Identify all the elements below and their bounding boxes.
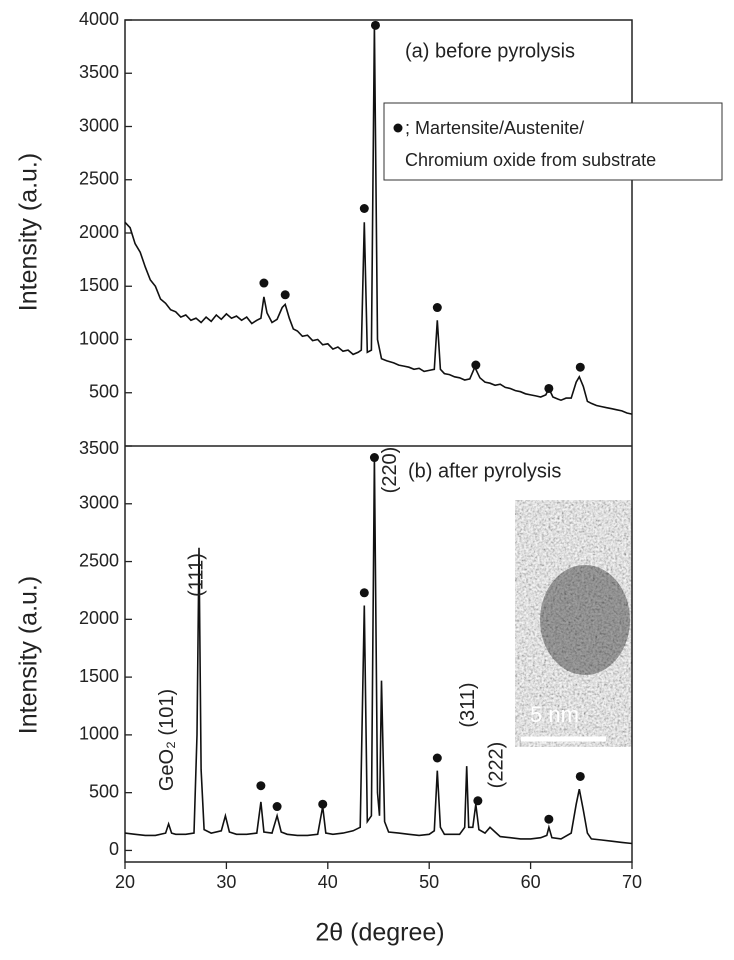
peak-marker: [370, 453, 379, 462]
peak-marker: [259, 279, 268, 288]
page: {"chart_data": [ {"type": "line", "ylabe…: [0, 0, 734, 960]
y-tick-label: 500: [89, 382, 119, 402]
inset-label: 5 nm: [530, 702, 579, 727]
panel-title: (b) after pyrolysis: [408, 460, 561, 482]
peak-marker: [471, 361, 480, 370]
peak-marker: [473, 796, 482, 805]
peak-marker: [544, 384, 553, 393]
peak-marker: [433, 303, 442, 312]
peak-marker: [576, 363, 585, 372]
y-tick-label: 3500: [79, 438, 119, 458]
peak-marker: [433, 754, 442, 763]
peak-marker: [544, 815, 553, 824]
x-axis-label: 2θ (degree): [315, 919, 444, 947]
peak-label: GeO₂ (101): [156, 689, 178, 791]
peak-marker: [360, 588, 369, 597]
peak-marker: [273, 802, 282, 811]
x-tick-label: 40: [318, 872, 338, 892]
peak-label: (311): [457, 682, 479, 727]
panel-title: (a) before pyrolysis: [405, 40, 575, 62]
legend-text: Chromium oxide from substrate: [405, 150, 656, 170]
peak-marker: [281, 290, 290, 299]
peak-marker: [318, 800, 327, 809]
peak-marker: [576, 772, 585, 781]
xrd-line: [125, 25, 632, 414]
y-tick-label: 3000: [79, 115, 119, 135]
y-tick-label: 1000: [79, 724, 119, 744]
peak-marker: [371, 21, 380, 30]
x-tick-label: 20: [115, 872, 135, 892]
y-tick-label: 3500: [79, 62, 119, 82]
x-tick-label: 30: [216, 872, 236, 892]
y-tick-label: 2500: [79, 169, 119, 189]
y-axis-label: Intensity (a.u.): [15, 576, 43, 734]
peak-label: (222): [485, 742, 507, 789]
legend-text: ; Martensite/Austenite/: [405, 118, 584, 138]
y-tick-label: 1500: [79, 666, 119, 686]
chart: 5 nm (a) before pyrolysis ; Martensite/A…: [0, 0, 734, 955]
peak-label: (111): [185, 553, 207, 597]
inset-image: 5 nm: [515, 500, 632, 747]
x-tick-label: 60: [521, 872, 541, 892]
peak-label: (220): [379, 447, 401, 494]
y-tick-label: 1500: [79, 275, 119, 295]
y-tick-label: 0: [109, 839, 119, 859]
y-tick-label: 3000: [79, 493, 119, 513]
x-tick-label: 70: [622, 872, 642, 892]
peak-marker: [360, 204, 369, 213]
peak-marker: [256, 781, 265, 790]
y-tick-label: 2000: [79, 222, 119, 242]
x-tick-label: 50: [419, 872, 439, 892]
y-tick-label: 4000: [79, 9, 119, 29]
y-tick-label: 2500: [79, 550, 119, 570]
y-tick-label: 500: [89, 781, 119, 801]
y-axis-label: Intensity (a.u.): [15, 153, 43, 311]
legend-marker: [394, 124, 403, 133]
y-tick-label: 2000: [79, 608, 119, 628]
y-tick-label: 1000: [79, 328, 119, 348]
